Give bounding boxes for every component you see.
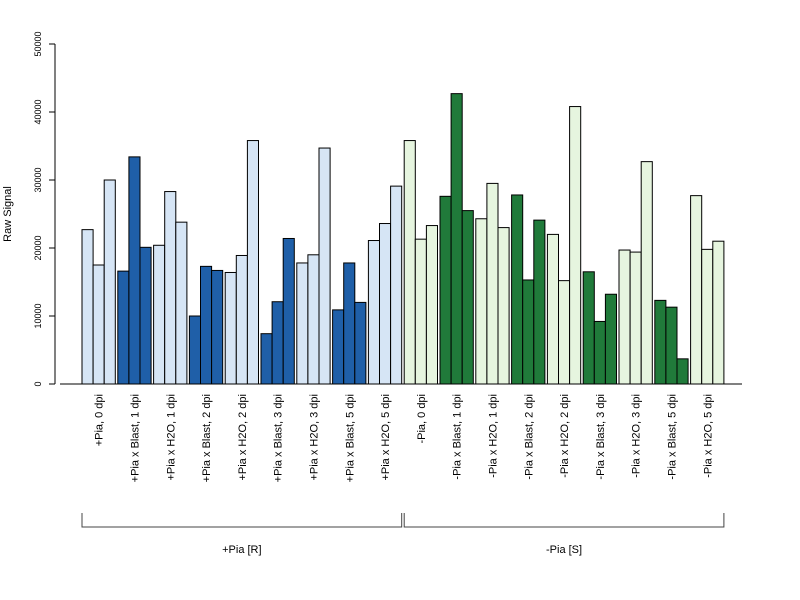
category-label: -Pia x H2O, 2 dpi [559,394,571,478]
bar [593,320,606,385]
bar [139,246,152,385]
bar [582,271,595,385]
bar [390,185,403,385]
bar [486,182,499,385]
y-axis-label: Raw Signal [2,186,14,242]
bar [175,221,188,385]
bar [497,227,510,385]
bar [188,315,201,385]
bar [425,225,438,385]
y-tick-label: 10000 [33,303,43,328]
bar [604,293,618,385]
bar [235,254,248,385]
category-label: -Pia x Blast, 3 dpi [595,394,607,480]
y-tick-label: 40000 [33,99,43,124]
y-axis: 0 10000 20000 30000 40000 50000 [33,31,56,387]
bar [153,244,166,385]
bar [282,237,295,385]
bar [522,279,535,385]
y-tick-label: 20000 [33,235,43,260]
category-label: -Pia, 0 dpi [416,394,428,444]
category-label: +Pia x H2O, 1 dpi [165,394,177,481]
bar [403,140,416,385]
bar [81,229,94,385]
category-label: +Pia x Blast, 2 dpi [201,394,213,482]
bar [271,301,284,385]
bar [665,306,678,385]
bar [676,358,689,385]
category-label: +Pia x H2O, 2 dpi [237,394,249,481]
bar [117,270,130,385]
bar [569,106,582,385]
bar [701,248,714,385]
bar [558,280,571,385]
bar [354,301,367,385]
bar [475,218,488,385]
bar [414,238,427,385]
category-label: +Pia x H2O, 5 dpi [380,394,392,481]
category-label: -Pia x Blast, 2 dpi [523,394,535,480]
bar [533,219,546,385]
bar [546,233,560,385]
bar [654,299,667,385]
category-labels: +Pia, 0 dpi +Pia x Blast, 1 dpi +Pia x H2O… [94,394,715,482]
bar [296,262,309,385]
y-tick-label: 0 [33,381,43,386]
bar [164,191,177,385]
bar [450,93,463,385]
bar [367,240,380,385]
y-tick-label: 30000 [33,167,43,192]
group-label: -Pia [S] [546,544,582,556]
category-label: +Pia x Blast, 1 dpi [129,394,141,482]
bar [690,195,703,385]
category-label: -Pia x Blast, 1 dpi [452,394,464,480]
bar [461,210,474,385]
bar [307,254,320,385]
bar [332,309,345,385]
bar [712,240,725,385]
bar [260,333,273,385]
bar [511,194,524,385]
bar [618,249,631,385]
bar [246,140,259,385]
bar [439,195,452,385]
category-label: +Pia x Blast, 5 dpi [344,394,356,482]
bar [211,269,224,385]
category-label: +Pia, 0 dpi [94,394,106,446]
group-bracket [403,513,725,528]
bar [640,161,653,385]
bar [318,147,331,385]
category-label: +Pia x Blast, 3 dpi [273,394,285,482]
category-label: +Pia x H2O, 3 dpi [308,394,320,481]
group-label: +Pia [R] [222,544,261,556]
bar [343,262,356,385]
bar [128,156,141,385]
category-label: -Pia x H2O, 5 dpi [702,394,714,478]
y-tick-label: 50000 [33,31,43,56]
category-label: -Pia x H2O, 3 dpi [631,394,643,478]
bar [92,264,105,385]
bar [224,271,237,385]
bar [629,251,642,385]
bars [81,93,725,385]
bar [200,265,213,385]
category-label: -Pia x H2O, 1 dpi [487,394,499,478]
bar [379,223,392,385]
bar [103,179,116,385]
group-brackets: +Pia [R] -Pia [S] [81,513,725,556]
category-label: -Pia x Blast, 5 dpi [666,394,678,480]
group-bracket [81,513,403,528]
